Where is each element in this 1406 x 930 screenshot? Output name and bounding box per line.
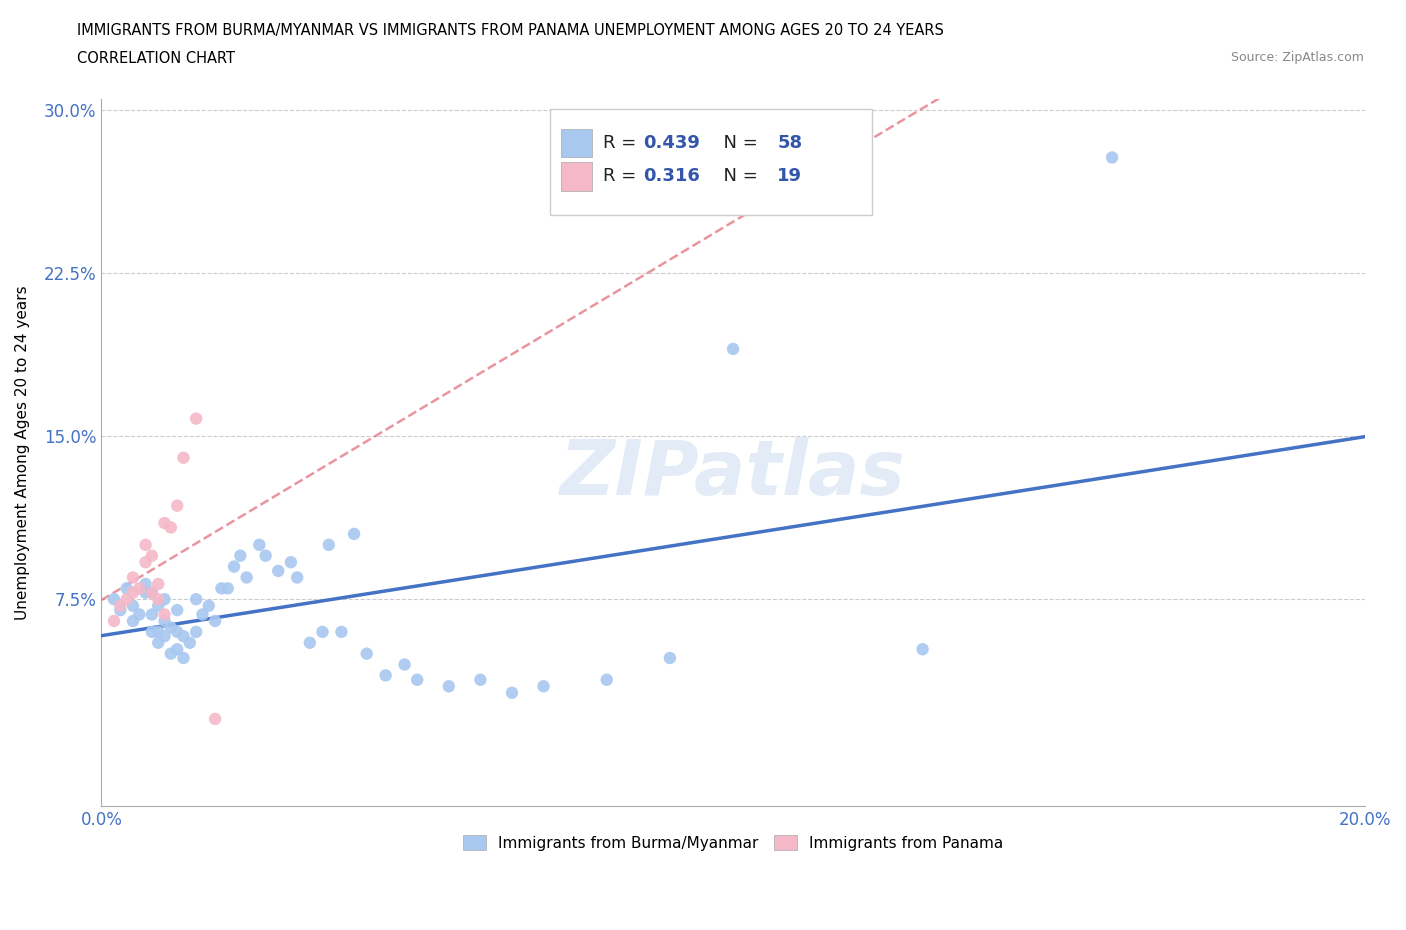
Point [191, 607, 214, 622]
Point [267, 564, 290, 578]
Point [330, 624, 353, 639]
Point [148, 591, 170, 606]
Point [374, 668, 396, 683]
Point [153, 607, 176, 622]
Point [128, 581, 150, 596]
Text: N =: N = [711, 167, 763, 185]
Text: N =: N = [711, 134, 763, 153]
Point [153, 629, 176, 644]
Point [235, 570, 257, 585]
Point [122, 598, 145, 613]
Point [128, 607, 150, 622]
Point [173, 629, 195, 644]
Point [204, 614, 226, 629]
Point [280, 555, 302, 570]
Point [298, 635, 321, 650]
Y-axis label: Unemployment Among Ages 20 to 24 years: Unemployment Among Ages 20 to 24 years [15, 285, 30, 619]
Point [148, 598, 170, 613]
Point [217, 581, 239, 596]
Point [103, 591, 125, 606]
Point [115, 581, 138, 596]
Point [166, 603, 188, 618]
Text: 0.439: 0.439 [644, 134, 700, 153]
Point [173, 651, 195, 666]
Point [135, 577, 157, 591]
Point [153, 515, 176, 530]
Point [115, 591, 138, 606]
Text: 58: 58 [778, 134, 803, 153]
Point [285, 570, 308, 585]
Point [222, 559, 245, 574]
Point [141, 549, 163, 564]
Point [160, 646, 183, 661]
Point [247, 538, 270, 552]
Text: Source: ZipAtlas.com: Source: ZipAtlas.com [1230, 51, 1364, 64]
Text: 19: 19 [778, 167, 803, 185]
FancyBboxPatch shape [550, 110, 872, 216]
Point [204, 711, 226, 726]
Text: CORRELATION CHART: CORRELATION CHART [77, 51, 235, 66]
Point [141, 585, 163, 600]
Point [166, 624, 188, 639]
FancyBboxPatch shape [561, 163, 592, 191]
Point [160, 620, 183, 635]
Point [197, 598, 219, 613]
Point [122, 570, 145, 585]
Point [596, 672, 619, 687]
Point [122, 614, 145, 629]
Point [173, 450, 195, 465]
Point [110, 603, 132, 618]
Point [141, 585, 163, 600]
Point [184, 624, 207, 639]
Point [209, 581, 232, 596]
Point [356, 646, 378, 661]
Point [135, 585, 157, 600]
Text: R =: R = [603, 134, 643, 153]
Point [311, 624, 333, 639]
Point [470, 672, 492, 687]
Point [135, 538, 157, 552]
Point [166, 498, 188, 513]
Point [148, 624, 170, 639]
Legend: Immigrants from Burma/Myanmar, Immigrants from Panama: Immigrants from Burma/Myanmar, Immigrant… [456, 827, 1011, 858]
Point [103, 614, 125, 629]
Point [141, 607, 163, 622]
Point [184, 591, 207, 606]
Point [141, 624, 163, 639]
Point [184, 411, 207, 426]
Point [343, 526, 366, 541]
Point [153, 591, 176, 606]
FancyBboxPatch shape [561, 129, 592, 157]
Point [122, 585, 145, 600]
Point [166, 642, 188, 657]
Point [148, 635, 170, 650]
Point [911, 642, 934, 657]
Point [148, 577, 170, 591]
Point [135, 555, 157, 570]
Point [160, 520, 183, 535]
Point [658, 651, 681, 666]
Point [229, 549, 252, 564]
Text: IMMIGRANTS FROM BURMA/MYANMAR VS IMMIGRANTS FROM PANAMA UNEMPLOYMENT AMONG AGES : IMMIGRANTS FROM BURMA/MYANMAR VS IMMIGRA… [77, 23, 945, 38]
Point [437, 679, 460, 694]
Point [179, 635, 201, 650]
Point [254, 549, 277, 564]
Point [318, 538, 340, 552]
Point [721, 341, 744, 356]
Point [1101, 150, 1123, 165]
Text: 0.316: 0.316 [644, 167, 700, 185]
Point [501, 685, 523, 700]
Point [110, 598, 132, 613]
Point [153, 614, 176, 629]
Text: ZIPatlas: ZIPatlas [560, 436, 905, 511]
Point [533, 679, 555, 694]
Text: R =: R = [603, 167, 643, 185]
Point [394, 658, 416, 672]
Point [406, 672, 429, 687]
